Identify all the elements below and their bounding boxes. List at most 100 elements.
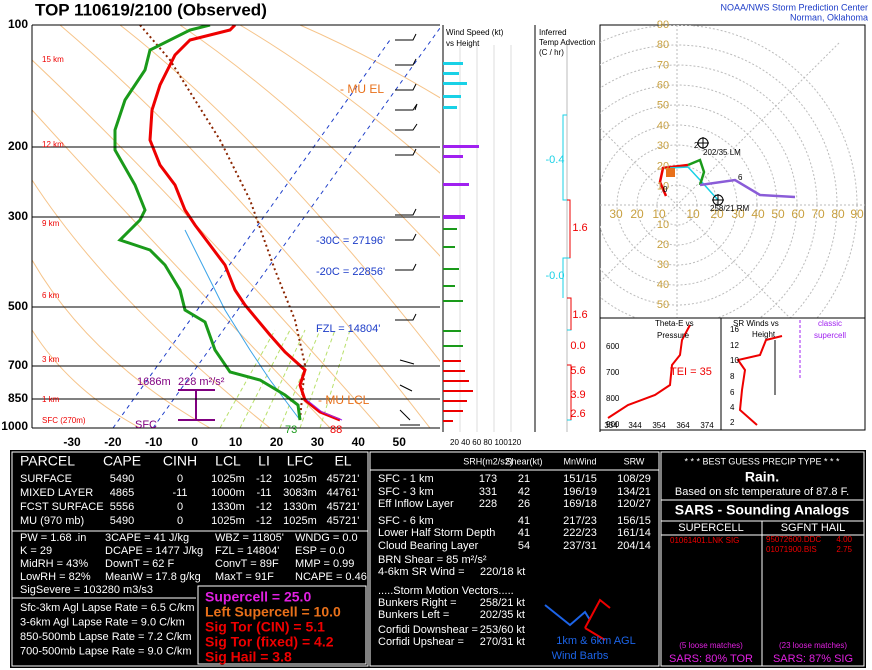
param: K = 29 — [20, 545, 52, 557]
kin-value: 204/14 — [617, 540, 651, 552]
y-tick-label: 900 — [606, 420, 620, 429]
ring-label: 20 — [630, 207, 644, 221]
location: Norman, Oklahoma — [790, 12, 868, 22]
kin-layer: SFC - 6 km — [378, 515, 434, 527]
composite: Sig Tor (CIN) = 5.1 — [205, 619, 325, 635]
ring-label: 80 — [657, 39, 669, 51]
pressure-label: 500 — [8, 299, 28, 313]
x-tick-label: 344 — [628, 421, 642, 430]
ring-label: 20 — [710, 207, 724, 221]
title: TOP 110619/2100 (Observed) — [35, 0, 267, 19]
height-label: 12 km — [42, 140, 64, 149]
param: WBZ = 11805' — [215, 532, 284, 544]
pressure-label: 1000 — [1, 419, 28, 433]
kin-header: SRW — [624, 456, 645, 466]
motion-value: 258/21 kt — [480, 597, 525, 609]
y-tick-label: 2 — [730, 418, 735, 427]
sr-wind-value: 220/18 kt — [480, 566, 525, 578]
lapse-rate: Sfc-3km Agl Lapse Rate = 6.5 C/km — [20, 602, 195, 614]
kin-value: 222/23 — [563, 527, 597, 539]
y-tick-label: 12 — [730, 341, 739, 350]
panel-title: Temp Advection — [539, 38, 595, 47]
ring-label: 30 — [657, 140, 669, 152]
kin-layer: SFC - 1 km — [378, 473, 434, 485]
motion-value: 270/31 kt — [480, 636, 525, 648]
temp-label: -10 — [145, 435, 163, 449]
parcel-cell: 45721' — [327, 501, 360, 513]
advection-value: 0.0 — [570, 340, 585, 352]
lapse-rate: 3-6km Agl Lapse Rate = 9.0 C/km — [20, 616, 185, 628]
y-tick-label: 6 — [730, 388, 735, 397]
param: 3CAPE = 41 J/kg — [105, 532, 189, 544]
kin-value: 41 — [518, 515, 530, 527]
sars-summary: SARS: 80% TOR — [669, 653, 753, 665]
param: FZL = 14804' — [215, 545, 279, 557]
annotation: -30C = 27196' — [316, 235, 385, 247]
panel-subtitle: Height — [752, 330, 776, 339]
height-label: 3 km — [42, 355, 60, 364]
kin-header: Shear(kt) — [505, 456, 542, 466]
ring-label: 80 — [831, 207, 845, 221]
pressure-label: 850 — [8, 391, 28, 405]
ring-label: 40 — [657, 120, 669, 132]
annotation: 73 — [285, 424, 297, 436]
parcel-cell: 1330m — [283, 501, 317, 513]
motion-title: .....Storm Motion Vectors..... — [378, 585, 514, 597]
brn: BRN Shear = 85 m²/s² — [378, 554, 487, 566]
parcel-cell: 1330m — [211, 501, 245, 513]
parcel-cell: 0 — [177, 501, 183, 513]
sars-loose: (5 loose matches) — [679, 641, 743, 650]
temp-label: 50 — [393, 435, 407, 449]
parcel-cell: 45721' — [327, 473, 360, 485]
storm-motion: 202/35 LM — [703, 148, 741, 157]
precip-basis: Based on sfc temperature of 87.8 F. — [675, 486, 849, 498]
advection-value: 1.6 — [572, 309, 587, 321]
kin-value: 42 — [518, 486, 530, 498]
ring-label: 20 — [657, 239, 669, 251]
sars-match: 95072600.DDC — [766, 535, 821, 544]
barb-caption: 1km & 6km AGL — [556, 635, 635, 647]
temp-label: 30 — [311, 435, 325, 449]
kin-value: 169/18 — [563, 498, 597, 510]
annotation: -20C = 22856' — [316, 266, 385, 278]
hodograph — [599, 24, 866, 319]
temp-label: -30 — [63, 435, 81, 449]
temp-label: 40 — [352, 435, 366, 449]
parcel-header: EL — [334, 453, 351, 469]
annotation: 1686m — [137, 376, 171, 388]
parcel-cell: 4865 — [110, 487, 134, 499]
y-tick-label: 4 — [730, 403, 735, 412]
ring-label: 10 — [657, 219, 669, 231]
lapse-rate: 850-500mb Lapse Rate = 7.2 C/km — [20, 631, 192, 643]
param: MidRH = 43% — [20, 558, 88, 570]
kin-value: 331 — [479, 486, 497, 498]
param: ConvT = 89F — [215, 558, 279, 570]
y-tick-label: 8 — [730, 372, 735, 381]
parcel-cell: SURFACE — [20, 473, 72, 485]
panel-title: SR Winds vs — [733, 319, 779, 328]
motion-label: Corfidi Downshear = — [378, 624, 478, 636]
stats-frames — [11, 451, 865, 667]
org: NOAA/NWS Storm Prediction Center — [720, 2, 868, 12]
annotation: 88 — [330, 424, 342, 436]
x-tick-label: 374 — [700, 421, 714, 430]
kin-value: 156/15 — [617, 515, 651, 527]
pressure-label: 300 — [8, 209, 28, 223]
note: classic — [818, 319, 842, 328]
skewt — [31, 24, 440, 429]
panel-title: Wind Speed (kt) — [446, 28, 504, 37]
motion-value: 253/60 kt — [480, 624, 525, 636]
barb-caption: Wind Barbs — [552, 650, 609, 662]
parcel-cell: FCST SURFACE — [20, 501, 104, 513]
kin-value: 161/14 — [617, 527, 651, 539]
parcel-cell: -12 — [256, 473, 272, 485]
sars-summary: SARS: 87% SIG — [773, 653, 853, 665]
ring-label: 70 — [657, 59, 669, 71]
temp-label: -20 — [104, 435, 122, 449]
axis-label: 20 40 60 80 100120 — [450, 438, 522, 447]
y-tick-label: 600 — [606, 342, 620, 351]
param: MMP = 0.99 — [295, 558, 354, 570]
parcel-cell: 1000m — [211, 487, 245, 499]
parcel-header: PARCEL — [20, 453, 75, 469]
ring-label: 10 — [652, 207, 666, 221]
